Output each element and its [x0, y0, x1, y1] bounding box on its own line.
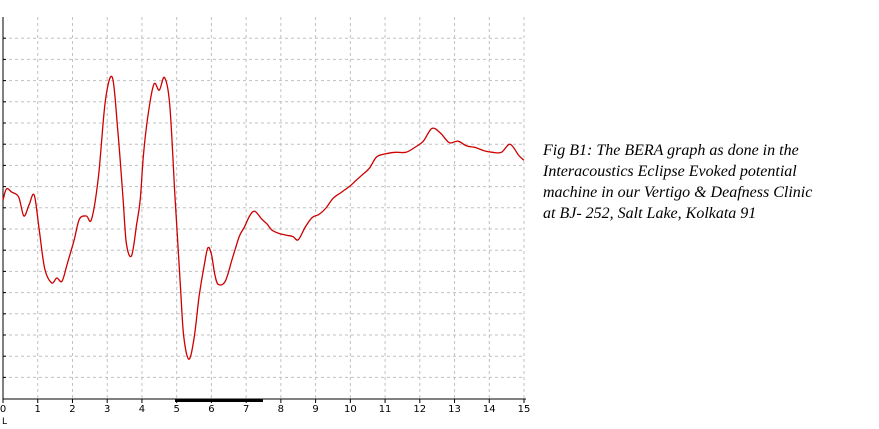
x-tick-label: 14 [483, 404, 496, 415]
x-tick-label: 15 [518, 404, 531, 415]
caption-line-2: Interacoustics Eclipse Evoked potential [543, 163, 797, 180]
caption-line-1: Fig B1: The BERA graph as done in the [543, 142, 799, 159]
waveform-series [2, 75, 525, 360]
caption-line-3: machine in our Vertigo & Deafness Clinic [543, 184, 813, 201]
x-tick-label: 7 [243, 404, 249, 415]
grid [3, 17, 525, 399]
x-tick-label: 6 [208, 404, 214, 415]
x-tick-label: 5 [173, 404, 179, 415]
x-tick-label: 13 [448, 404, 461, 415]
x-tick-label: 3 [104, 404, 110, 415]
x-tick-label: 9 [312, 404, 318, 415]
x-tick-label: 0 [0, 404, 6, 415]
x-tick-label: 8 [278, 404, 284, 415]
time-marker-bar [175, 399, 263, 402]
x-tick-label: 4 [139, 404, 145, 415]
waveform-line [2, 75, 525, 360]
figure-caption: Fig B1: The BERA graph as done in the In… [543, 140, 873, 224]
time-window-bar [175, 399, 263, 402]
x-tick-labels: 0 1 2 3 4 5 6 7 8 9 10 11 12 13 14 15L [0, 404, 530, 427]
axes [2, 17, 526, 403]
x-tick-label: 12 [413, 404, 426, 415]
x-axis-small-label: L [2, 417, 7, 427]
caption-line-4: at BJ- 252, Salt Lake, Kolkata 91 [543, 205, 757, 222]
x-tick-label: 11 [379, 404, 392, 415]
x-tick-label: 2 [69, 404, 75, 415]
x-tick-label: 10 [344, 404, 357, 415]
x-tick-label: 1 [35, 404, 41, 415]
